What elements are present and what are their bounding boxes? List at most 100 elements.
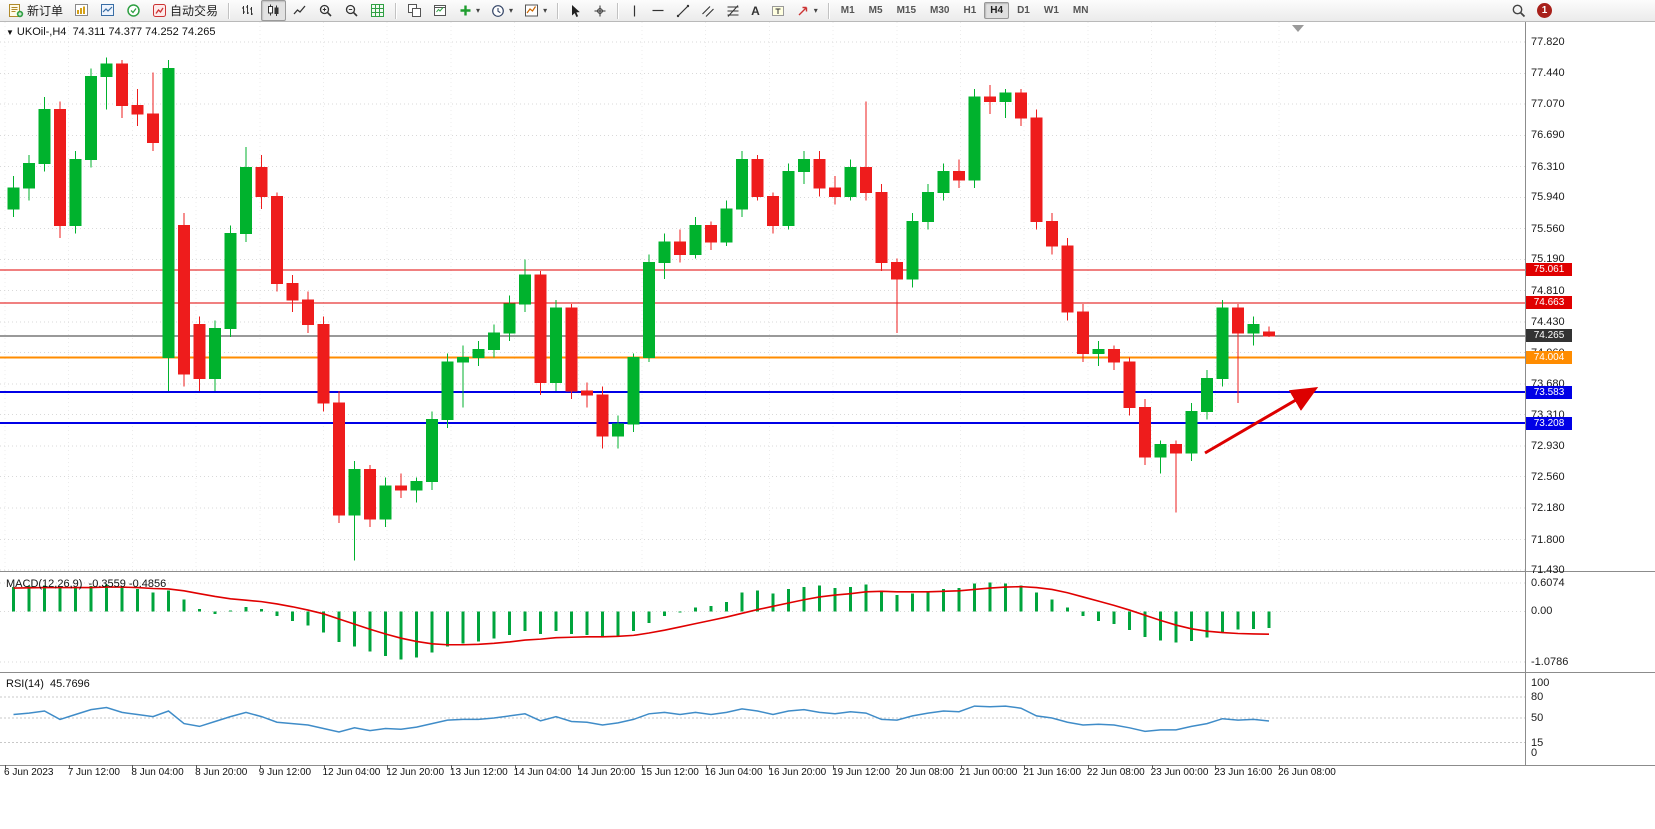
timeframe-button-m30[interactable]: M30 (930, 5, 950, 16)
timeframe-button-d1[interactable]: D1 (1017, 5, 1030, 16)
time-axis-tick (68, 765, 70, 769)
rsi-indicator-panel[interactable] (0, 675, 1525, 765)
vertical-line-tool-button[interactable] (624, 0, 645, 21)
macd-indicator-panel[interactable] (0, 574, 1525, 672)
templates-button[interactable]: ▾ (519, 0, 552, 21)
main-price-chart[interactable] (0, 22, 1525, 571)
rsi-axis-label: 0 (1531, 747, 1538, 760)
price-axis-label: 77.820 (1531, 35, 1565, 48)
candle-body (116, 63, 128, 107)
periods-button[interactable]: ▾ (486, 0, 518, 21)
one-click-trading-toggle-icon[interactable]: ▼ (6, 28, 14, 37)
panel-splitter[interactable] (0, 672, 1655, 673)
bar-chart-type-button[interactable] (235, 0, 260, 21)
candle-body (751, 158, 764, 197)
text-tool-button[interactable]: A (746, 0, 765, 21)
grid-button[interactable] (365, 0, 390, 21)
macd-histogram-bar (461, 611, 465, 644)
timeframe-button-h1[interactable]: H1 (963, 5, 977, 16)
time-axis-label: 14 Jun 20:00 (577, 767, 636, 778)
indicators-button[interactable]: ▾ (454, 0, 485, 21)
candle-body (1139, 406, 1151, 458)
trend-arrow-annotation[interactable] (1204, 386, 1319, 455)
macd-histogram-bar (1143, 611, 1147, 637)
candle-body (364, 468, 376, 520)
rsi-title: RSI(14) (6, 678, 44, 690)
time-axis-label: 8 Jun 20:00 (195, 767, 248, 778)
market-watch-button[interactable] (95, 0, 120, 21)
timeframe-button-w1[interactable]: W1 (1043, 5, 1059, 16)
macd-histogram-bar (492, 611, 496, 639)
candle-body (705, 224, 717, 243)
line-chart-type-button[interactable] (287, 0, 312, 21)
crosshair-button[interactable] (588, 0, 612, 21)
candlestick-icon (268, 4, 279, 16)
candle-body (38, 109, 51, 164)
chart-shift-marker-icon[interactable] (1292, 25, 1304, 32)
macd-histogram-bar (973, 583, 976, 612)
macd-histogram-bar (477, 611, 480, 642)
macd-histogram-bar (136, 588, 139, 612)
macd-histogram-bar (198, 609, 201, 612)
arrows-tool-button[interactable]: ▾ (791, 0, 823, 21)
macd-histogram-bar (430, 611, 434, 653)
candle-body (906, 220, 919, 280)
macd-histogram-bar (43, 585, 46, 612)
price-axis-label: 74.810 (1531, 284, 1565, 297)
time-axis-label: 14 Jun 04:00 (513, 767, 572, 778)
macd-histogram-bar (275, 611, 279, 617)
timeframe-button-m15[interactable]: M15 (896, 5, 917, 16)
zoom-in-button[interactable] (313, 0, 338, 21)
time-axis-tick (132, 765, 134, 769)
search-button[interactable] (1506, 0, 1531, 21)
timeframe-button-h4[interactable]: H4 (984, 2, 1010, 19)
candlestick-chart-type-button[interactable] (261, 0, 287, 21)
channel-tool-button[interactable] (696, 0, 720, 21)
data-window-button[interactable] (121, 0, 146, 21)
time-axis-tick (387, 765, 389, 769)
zoom-out-icon (345, 4, 358, 17)
rsi-label: RSI(14) 45.7696 (6, 678, 90, 690)
horizontal-line-tool-button[interactable] (646, 0, 670, 21)
macd-histogram-bar (756, 590, 759, 612)
crosshair-icon (594, 5, 606, 16)
candle-body (240, 167, 252, 235)
candle-body (54, 109, 66, 226)
zoom-out-button[interactable] (339, 0, 364, 21)
text-label-tool-button[interactable] (766, 0, 790, 21)
price-axis-label: 75.940 (1531, 191, 1565, 204)
timeframe-group: M1 M5 M15 M30 H1 H4 D1 W1 MN (835, 2, 1095, 19)
macd-histogram-bar (1159, 611, 1162, 641)
panel-splitter[interactable] (0, 571, 1655, 572)
timeframe-button-m1[interactable]: M1 (840, 5, 855, 16)
time-axis-label: 23 Jun 16:00 (1214, 767, 1273, 778)
macd-histogram-bar (58, 587, 62, 612)
timeframe-button-mn[interactable]: MN (1072, 5, 1089, 16)
notification-badge[interactable]: 1 (1537, 3, 1552, 18)
candle-body (1185, 410, 1198, 454)
trendline-tool-button[interactable] (671, 0, 695, 21)
new-chart-button[interactable] (428, 0, 453, 21)
macd-histogram-bar (771, 593, 775, 612)
new-order-button[interactable]: 新订单 (3, 0, 68, 21)
macd-histogram-bar (1221, 611, 1224, 633)
time-axis-label: 6 Jun 2023 (4, 767, 54, 778)
candle-body (286, 282, 299, 301)
macd-histogram-bar (957, 588, 961, 612)
auto-trading-button[interactable]: 自动交易 (147, 0, 223, 21)
fibonacci-tool-button[interactable] (721, 0, 745, 21)
tile-windows-button[interactable] (402, 0, 427, 21)
time-axis-label: 21 Jun 16:00 (1023, 767, 1082, 778)
time-axis-tick (896, 765, 898, 769)
candle-body (968, 96, 981, 181)
cursor-button[interactable] (564, 0, 587, 21)
macd-histogram-bar (1236, 611, 1240, 630)
macd-histogram-bar (740, 592, 744, 612)
time-axis-label: 21 Jun 00:00 (959, 767, 1018, 778)
charts-window-button[interactable] (69, 0, 94, 21)
candle-body (348, 468, 361, 516)
macd-histogram-bar (1174, 611, 1178, 643)
macd-histogram-bar (880, 590, 883, 612)
timeframe-button-m5[interactable]: M5 (868, 5, 883, 16)
